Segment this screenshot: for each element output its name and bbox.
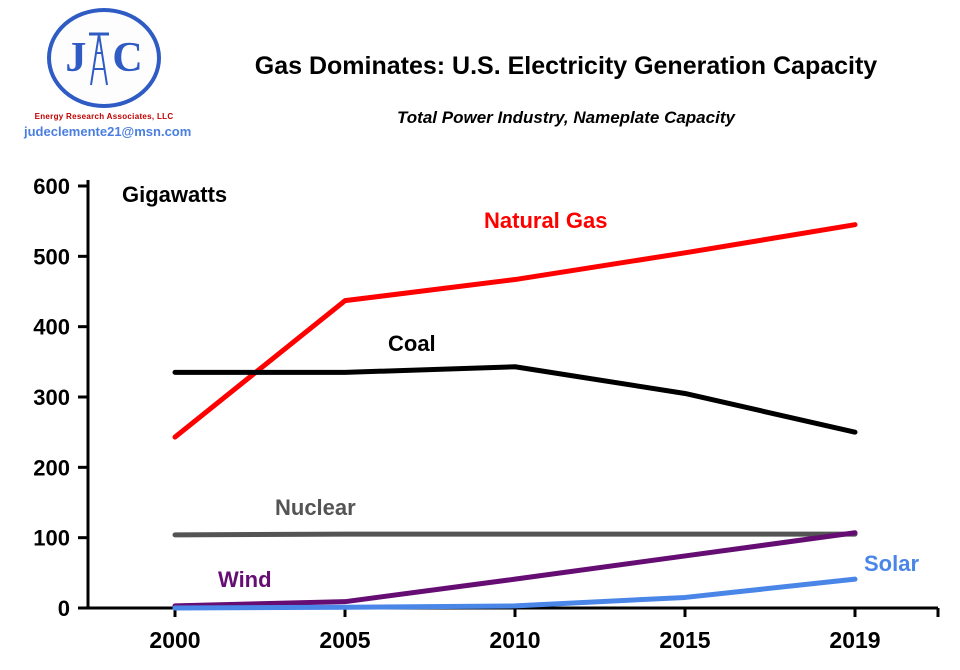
y-tick-label: 0 <box>58 596 70 621</box>
y-tick-label: 200 <box>33 455 70 480</box>
y-tick-label: 400 <box>33 315 70 340</box>
oil-derrick-icon <box>89 32 110 86</box>
x-tick-label: 2015 <box>659 627 710 653</box>
series-line-coal <box>172 364 858 435</box>
contact-email[interactable]: judeclemente21@msn.com <box>24 124 192 139</box>
x-tick-label: 2010 <box>489 627 540 653</box>
jtc-logo: J C <box>47 8 161 108</box>
title-block: Gas Dominates: U.S. Electricity Generati… <box>186 52 946 128</box>
x-tick-label: 2005 <box>319 627 370 653</box>
series-line-solar <box>172 576 858 611</box>
x-tick-label: 2019 <box>829 627 880 653</box>
series-label-natural-gas: Natural Gas <box>484 208 608 233</box>
y-tick-label: 500 <box>33 244 70 269</box>
series-line-wind <box>172 530 858 609</box>
y-tick-label: 600 <box>33 174 70 199</box>
series-line-natural-gas <box>172 222 858 440</box>
series-label-wind: Wind <box>218 567 272 592</box>
series-label-coal: Coal <box>388 331 436 356</box>
logo-letter-right: C <box>112 35 143 81</box>
company-name: Energy Research Associates, LLC <box>34 112 174 121</box>
logo-block: J C Energy Research Associates, LLC jude… <box>24 8 192 139</box>
y-tick-label: 300 <box>33 385 70 410</box>
series-label-nuclear: Nuclear <box>275 495 356 520</box>
series-label-solar: Solar <box>864 551 919 576</box>
x-tick-label: 2000 <box>149 627 200 653</box>
logo-letter-left: J <box>65 35 87 81</box>
y-tick-label: 100 <box>33 526 70 551</box>
line-chart: 0 100 200 300 400 500 600 2000 2005 2010 2015 2019 G… <box>33 174 940 653</box>
chart-subtitle: Total Power Industry, Nameplate Capacity <box>397 108 735 127</box>
unit-label: Gigawatts <box>122 182 227 207</box>
series-line-nuclear <box>172 531 858 538</box>
chart-title: Gas Dominates: U.S. Electricity Generati… <box>254 52 878 80</box>
